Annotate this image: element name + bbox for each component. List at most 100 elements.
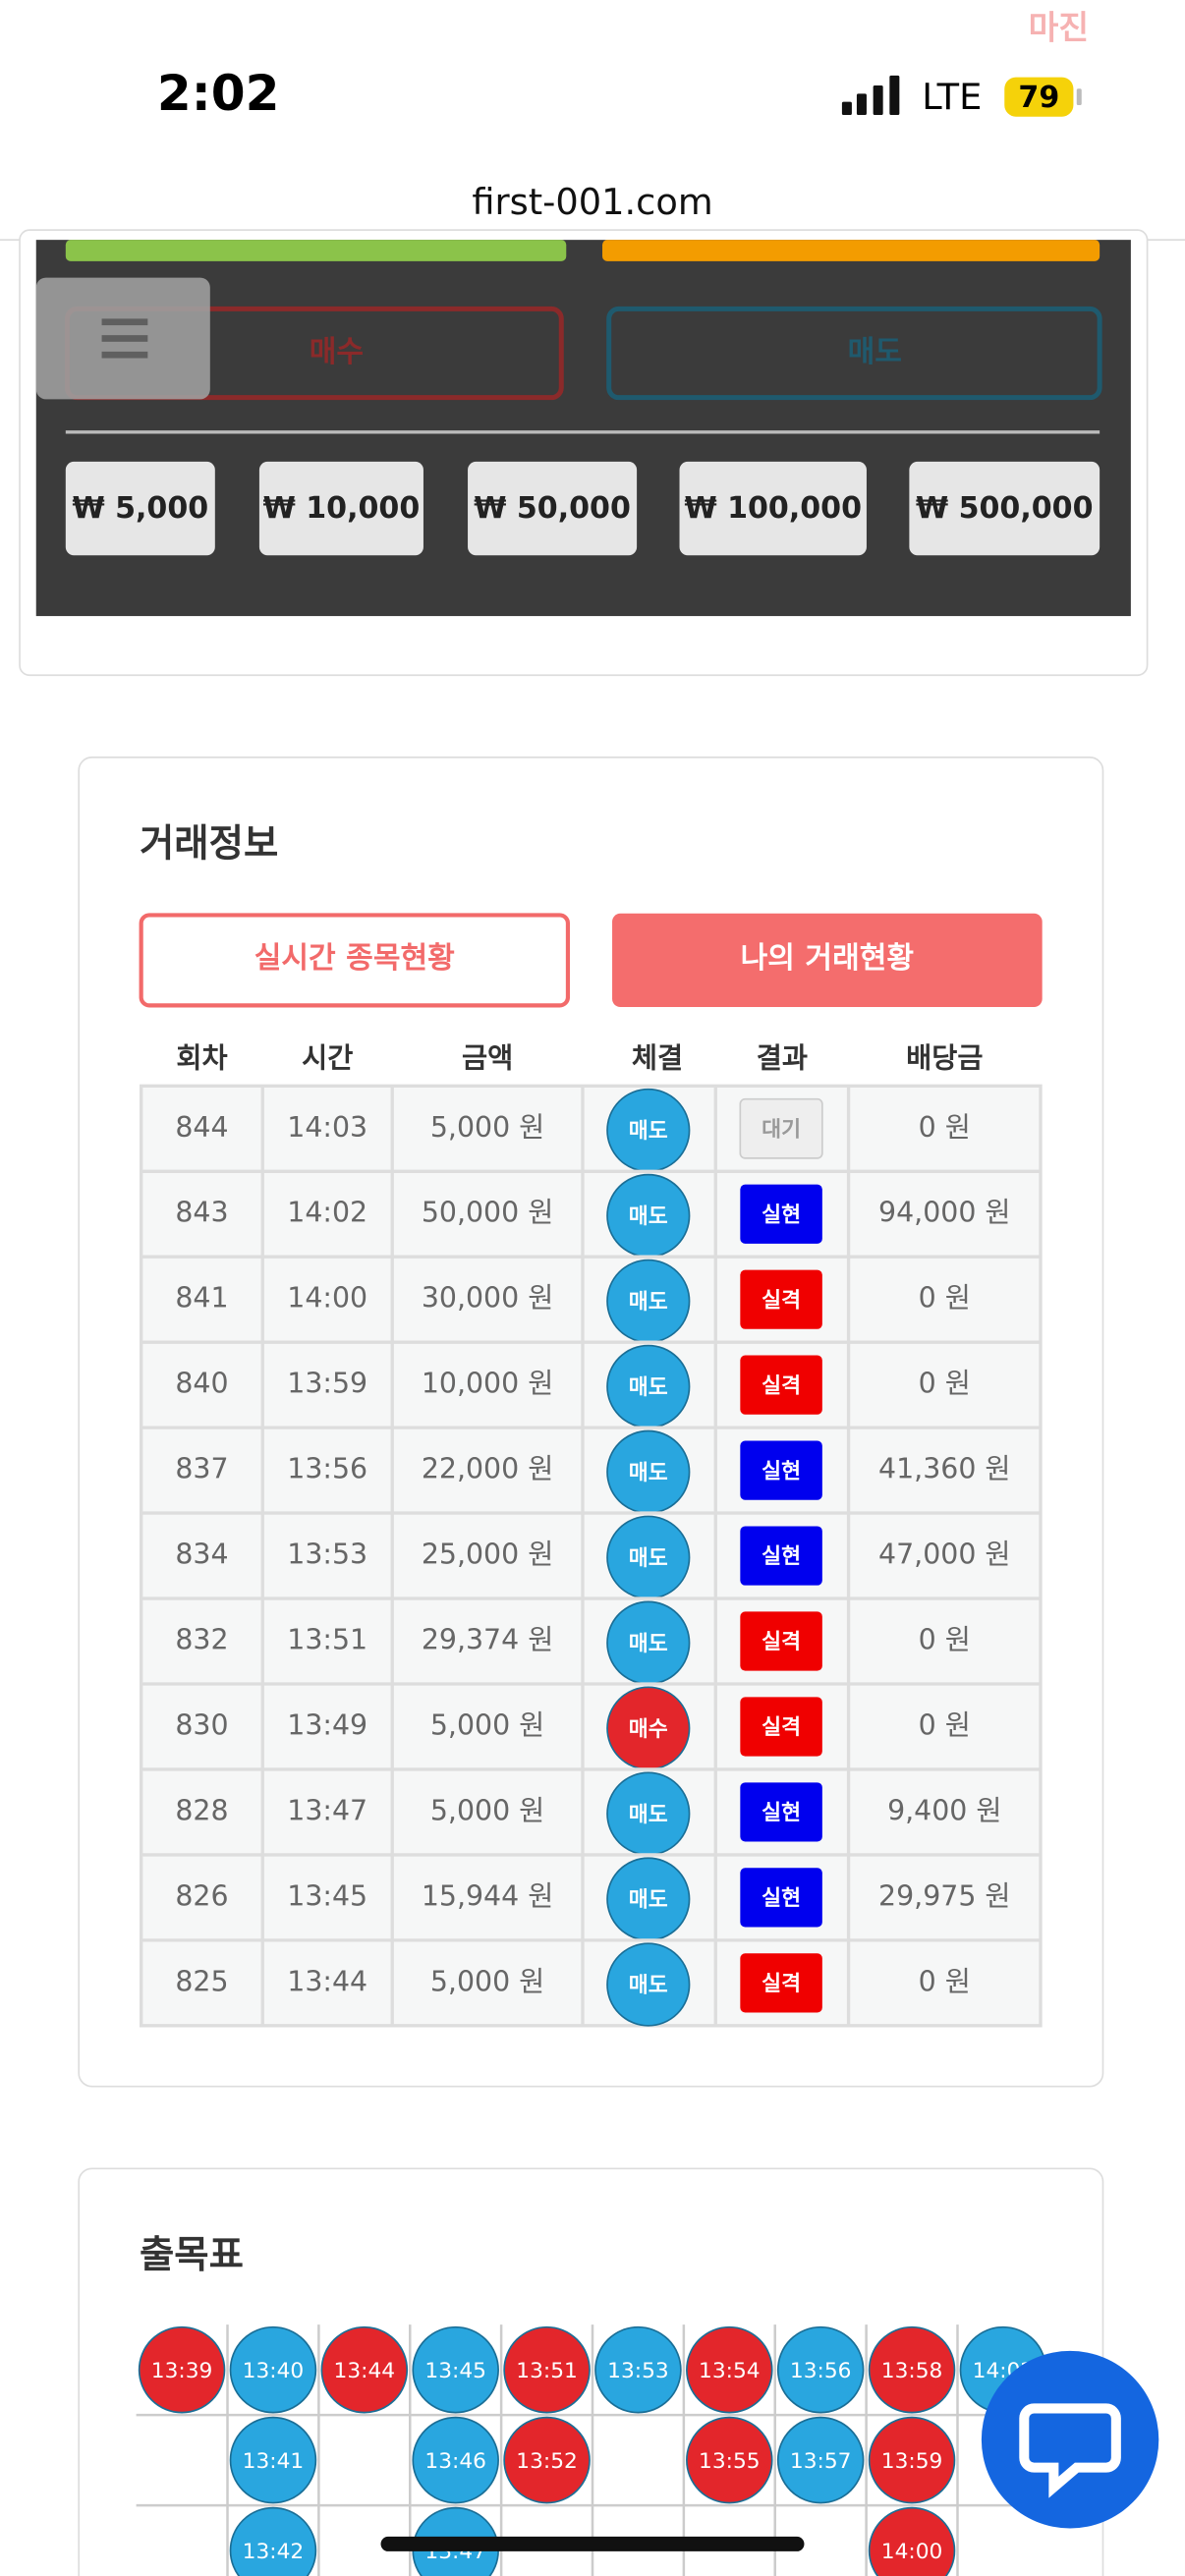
outcome-time: 13:55 [699,2449,761,2474]
chip-label: ₩ 50,000 [474,491,631,526]
battery [1004,77,1074,117]
side-badge [606,1942,691,2027]
column-header: 시간 [302,1042,353,1075]
amount-chip[interactable] [679,461,867,556]
cell: 0 원 [919,1708,971,1741]
outcome-time: 13:52 [516,2449,578,2474]
cell: 29,374 원 [422,1624,553,1656]
side-label: 매도 [629,1204,668,1229]
outcome-time: 13:42 [243,2540,305,2564]
outcome-ball [868,2416,956,2504]
outcome-time: 13:46 [424,2449,486,2474]
outcome-time: 13:59 [881,2449,943,2474]
cell: 0 원 [919,1111,971,1144]
outcome-time: 13:57 [790,2449,852,2474]
result-label: 실현 [762,1203,801,1227]
outcome-ball [229,2325,317,2414]
cell: 13:51 [287,1624,367,1656]
outcome-ball [776,2325,865,2414]
cell: 0 원 [919,1282,971,1315]
cell: 14:02 [287,1197,367,1229]
chat-button[interactable] [981,2350,1159,2529]
side-label: 매도 [629,1546,668,1571]
cell: 13:44 [287,1965,367,1997]
outcome-ball [229,2416,317,2504]
side-label: 매도 [629,1375,668,1400]
cell: 13:45 [287,1879,367,1912]
cell: 41,360 원 [878,1453,1010,1485]
cell: 13:59 [287,1368,367,1400]
cell: 13:49 [287,1708,367,1741]
chip-label: ₩ 100,000 [684,491,862,526]
section-title: 거래정보 [140,822,278,867]
outcome-ball [868,2325,956,2414]
chat-icon [1019,2403,1121,2498]
cell: 832 [175,1624,228,1656]
tab-label: 실시간 종목현황 [254,941,455,976]
orange-bar[interactable] [602,240,1100,261]
result-badge [740,1355,822,1415]
outcome-ball [503,2325,591,2414]
cell: 825 [175,1965,228,1997]
amount-chip[interactable] [258,461,423,556]
cell: 830 [175,1708,228,1741]
outcome-time: 13:58 [881,2359,943,2383]
amount-chip[interactable] [909,461,1100,556]
cell: 14:00 [287,1282,367,1315]
cell: 844 [175,1111,228,1144]
result-label: 실현 [762,1801,801,1825]
cell: 50,000 원 [422,1197,553,1229]
cell: 5,000 원 [430,1794,544,1826]
result-badge [740,1868,822,1928]
url[interactable]: first-001.com [472,181,712,223]
result-badge [740,1611,822,1671]
outcome-ball [320,2325,409,2414]
cell: 25,000 원 [422,1539,553,1571]
clock: 2:02 [157,64,280,122]
cell: 5,000 원 [430,1111,544,1144]
section-title: 출목표 [140,2233,244,2277]
column-header: 배당금 [906,1042,983,1075]
chip-label: ₩ 5,000 [72,491,208,526]
column-header: 결과 [757,1042,808,1075]
result-label: 실격 [762,1972,801,1996]
sell-button[interactable] [606,306,1102,401]
result-badge [740,1526,822,1586]
cell: 0 원 [919,1368,971,1400]
outcome-ball [686,2325,773,2414]
result-label: 실현 [762,1544,801,1569]
result-label: 실격 [762,1715,801,1740]
result-label: 실격 [762,1288,801,1313]
outcome-time: 13:45 [424,2359,486,2383]
result-badge [740,1440,822,1500]
amount-chip[interactable] [468,461,638,556]
green-bar[interactable] [65,240,567,261]
tab-live[interactable] [139,913,571,1008]
result-label: 실격 [762,1373,801,1398]
cell: 9,400 원 [887,1794,1001,1826]
result-badge [740,1184,822,1244]
cell: 10,000 원 [422,1368,553,1400]
outcome-ball [686,2416,773,2504]
outcome-time: 13:39 [151,2359,213,2383]
tab-mine[interactable] [612,913,1043,1008]
side-label: 매도 [629,1290,668,1315]
cell: 834 [175,1539,228,1571]
cell: 5,000 원 [430,1708,544,1741]
battery-level: 79 [1018,81,1059,115]
column-header: 금액 [462,1042,513,1075]
cell: 30,000 원 [422,1282,553,1315]
result-badge [740,1953,822,2013]
cell: 840 [175,1368,228,1400]
result-badge [740,1269,822,1329]
side-label: 매도 [629,1974,668,1998]
outcome-time: 13:40 [243,2359,305,2383]
outcome-ball [229,2506,317,2576]
amount-chip[interactable] [65,461,215,556]
side-label: 매도 [629,1803,668,1827]
outcome-ball [412,2325,499,2414]
result-label: 대기 [762,1117,801,1142]
cell: 843 [175,1197,228,1229]
outcome-time: 14:00 [881,2540,943,2564]
